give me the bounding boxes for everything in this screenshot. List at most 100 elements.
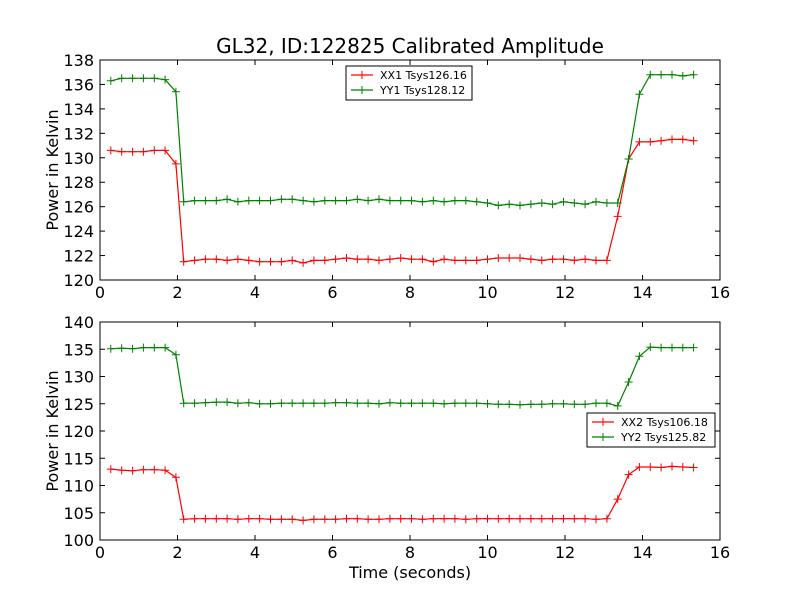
data-point-marker [505,400,514,409]
data-point-marker [106,465,115,474]
data-point-marker [494,201,503,210]
x-tick-label: 4 [250,283,260,302]
y-tick-label: 120 [63,422,94,441]
data-point-marker [581,400,590,409]
data-point-marker [689,343,698,352]
legend-box [586,412,716,448]
data-point-marker [472,197,481,206]
y-tick-label: 115 [63,449,94,468]
data-point-marker [117,466,126,475]
data-point-marker [461,196,470,205]
data-point-marker [171,87,180,96]
data-point-marker [526,514,535,523]
data-point-marker [233,399,242,408]
data-point-marker [364,515,373,524]
legend-marker [358,86,366,94]
data-point-marker [161,343,170,352]
x-tick-label: 2 [172,283,182,302]
data-point-marker [353,399,362,408]
x-tick-label: 0 [95,543,105,562]
data-point-marker [106,76,115,85]
x-tick-label: 14 [632,283,652,302]
data-point-marker [505,254,514,262]
data-point-marker [320,196,329,205]
data-point-marker [592,399,600,408]
data-point-marker [668,135,676,144]
data-point-marker [613,199,622,207]
data-point-marker [190,196,199,205]
data-point-marker [171,350,180,359]
data-point-marker [309,515,318,524]
data-point-marker [494,514,503,523]
data-point-marker [418,197,427,206]
data-point-marker [385,398,394,407]
data-point-marker [526,400,535,409]
data-point-marker [201,398,210,407]
legend-box [345,65,473,101]
y-tick-label: 124 [63,222,94,241]
data-point-marker [440,514,449,523]
data-point-marker [440,399,449,408]
y-tick-label: 128 [63,173,94,192]
data-point-marker [472,514,481,523]
data-point-marker [161,146,170,155]
data-point-marker [559,514,568,523]
data-point-marker [646,343,655,352]
data-point-marker [277,257,286,266]
data-point-marker [150,74,159,83]
data-point-marker [212,398,221,407]
data-point-marker [244,256,253,265]
y-tick-label: 132 [63,124,94,143]
data-point-marker [472,399,481,408]
data-point-marker [689,463,698,472]
data-point-marker [526,255,535,264]
data-point-marker [385,514,394,523]
data-point-marker [106,344,115,353]
x-tick-label: 6 [327,543,337,562]
x-tick-label: 10 [477,543,497,562]
data-point-marker [150,465,159,474]
legend-label: XX2 Tsys106.18 [621,416,708,429]
legend-label: XX1 Tsys126.16 [380,69,467,82]
data-point-marker [592,515,600,524]
data-point-marker [678,71,687,80]
data-point-marker [244,196,253,205]
data-point-marker [364,399,373,408]
data-point-marker [668,70,676,79]
data-point-marker [570,514,579,523]
data-point-marker [375,195,383,204]
data-point-marker [450,196,459,205]
x-tick-label: 16 [710,543,730,562]
data-point-marker [309,399,318,408]
data-point-marker [689,136,698,145]
data-point-marker [548,399,557,408]
data-point-marker [266,257,275,266]
data-point-marker [309,256,318,265]
data-point-marker [342,196,351,205]
data-point-marker [657,463,666,472]
data-point-marker [407,196,416,205]
data-point-marker [320,399,329,408]
data-point-marker [179,515,188,524]
x-tick-label: 0 [95,283,105,302]
data-point-marker [128,466,137,475]
data-point-marker [429,196,438,205]
data-point-marker [139,147,148,156]
legend-marker [599,433,607,441]
data-point-marker [277,399,286,408]
data-point-marker [668,462,676,471]
data-point-marker [635,137,644,146]
data-point-marker [396,399,405,408]
data-point-marker [299,516,308,525]
x-tick-label: 2 [172,543,182,562]
data-point-marker [646,137,655,146]
data-point-marker [139,465,148,474]
data-point-marker [331,515,340,524]
data-point-marker [494,400,503,409]
y-tick-label: 138 [63,51,94,70]
data-point-marker [689,70,698,79]
data-point-marker [429,257,438,266]
data-point-marker [353,195,362,204]
data-point-marker [548,200,557,209]
data-point-marker [537,400,546,409]
